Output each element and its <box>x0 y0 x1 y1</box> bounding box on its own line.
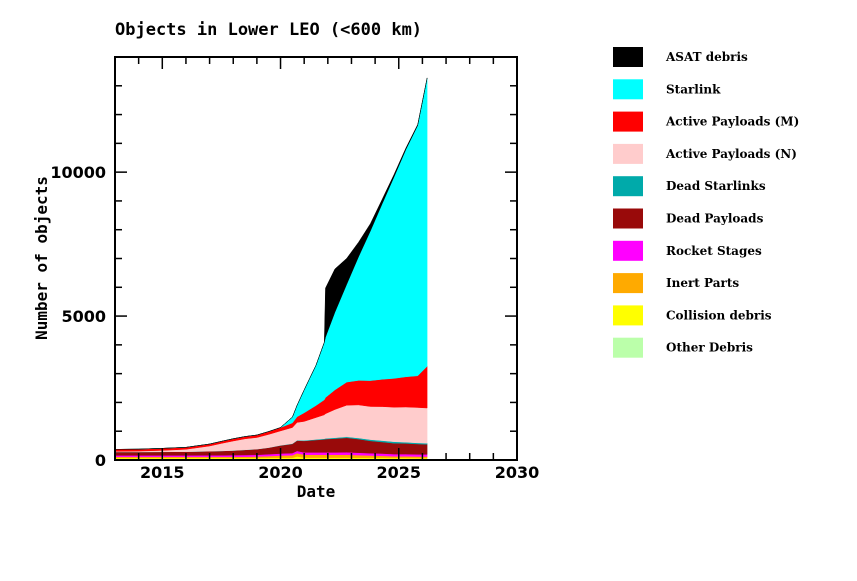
legend-item: ASAT debris <box>613 47 748 67</box>
legend-swatch <box>613 143 643 164</box>
x-axis-label: Date <box>297 482 336 501</box>
area-series-group <box>114 77 428 461</box>
y-tick-labels: 0 5000 10000 <box>50 163 106 470</box>
x-tick-label: 2020 <box>258 463 303 482</box>
legend: ASAT debris Starlink Active Payloads (M) Ac… <box>613 47 799 358</box>
legend-label: Starlink <box>666 82 721 96</box>
legend-item: Starlink <box>613 79 721 100</box>
legend-item: Inert Parts <box>613 273 739 294</box>
legend-swatch <box>613 208 643 229</box>
legend-label: Other Debris <box>666 341 753 355</box>
legend-swatch <box>613 47 643 67</box>
chart-title: Objects in Lower LEO (<600 km) <box>115 20 422 40</box>
legend-swatch <box>613 305 643 326</box>
legend-item: Rocket Stages <box>613 240 762 261</box>
legend-label: Dead Payloads <box>666 212 764 226</box>
legend-item: Active Payloads (M) <box>613 111 799 132</box>
y-tick-label: 0 <box>95 451 106 470</box>
y-tick-label: 5000 <box>61 307 106 326</box>
plot-frame <box>114 56 518 461</box>
legend-item: Dead Starlinks <box>613 176 766 197</box>
legend-item: Dead Payloads <box>613 208 764 229</box>
y-tick-label: 10000 <box>50 163 106 182</box>
legend-swatch <box>613 240 643 261</box>
legend-label: Active Payloads (N) <box>665 147 797 161</box>
legend-swatch <box>613 111 643 132</box>
x-tick-label: 2030 <box>495 463 540 482</box>
legend-label: Dead Starlinks <box>666 179 766 193</box>
x-tick-label: 2025 <box>376 463 421 482</box>
area-asat-debris <box>114 77 428 450</box>
y-axis-label: Number of objects <box>32 176 51 340</box>
legend-swatch <box>613 176 643 197</box>
legend-item: Active Payloads (N) <box>613 143 797 164</box>
legend-swatch <box>613 337 643 358</box>
legend-item: Other Debris <box>613 337 753 358</box>
legend-label: Rocket Stages <box>666 244 762 258</box>
legend-item: Collision debris <box>613 305 772 326</box>
x-tick-label: 2015 <box>140 463 185 482</box>
legend-swatch <box>613 79 643 100</box>
legend-label: Collision debris <box>666 308 772 322</box>
legend-swatch <box>613 273 643 294</box>
legend-label: Active Payloads (M) <box>665 115 799 129</box>
legend-label: ASAT debris <box>665 50 748 64</box>
legend-label: Inert Parts <box>666 276 739 290</box>
x-tick-labels: 2015 2020 2025 2030 <box>140 463 539 482</box>
